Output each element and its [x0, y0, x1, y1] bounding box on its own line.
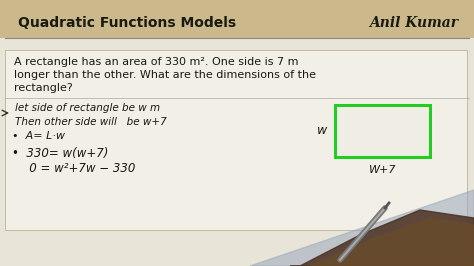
Polygon shape	[290, 210, 474, 266]
Bar	[0, 0, 474, 38]
Bar	[335, 105, 430, 157]
Polygon shape	[250, 190, 474, 266]
Text: rectangle?: rectangle?	[14, 83, 73, 93]
Bar	[5, 50, 467, 230]
Text: •  330= w(w+7): • 330= w(w+7)	[12, 147, 109, 160]
Text: w: w	[317, 124, 327, 138]
Text: let side of rectangle be w m: let side of rectangle be w m	[15, 103, 160, 113]
Text: W+7: W+7	[369, 165, 396, 175]
Text: longer than the other. What are the dimensions of the: longer than the other. What are the dime…	[14, 70, 316, 80]
Polygon shape	[310, 218, 474, 266]
Bar	[0, 38, 474, 266]
Text: 0 = w²+7w − 330: 0 = w²+7w − 330	[18, 162, 136, 175]
Text: A rectangle has an area of 330 m². One side is 7 m: A rectangle has an area of 330 m². One s…	[14, 57, 299, 67]
Text: Anil Kumar: Anil Kumar	[369, 16, 458, 30]
Text: •  A= L·w: • A= L·w	[12, 131, 65, 141]
Text: Then other side will   be w+7: Then other side will be w+7	[15, 117, 167, 127]
Text: Quadratic Functions Models: Quadratic Functions Models	[18, 16, 236, 30]
